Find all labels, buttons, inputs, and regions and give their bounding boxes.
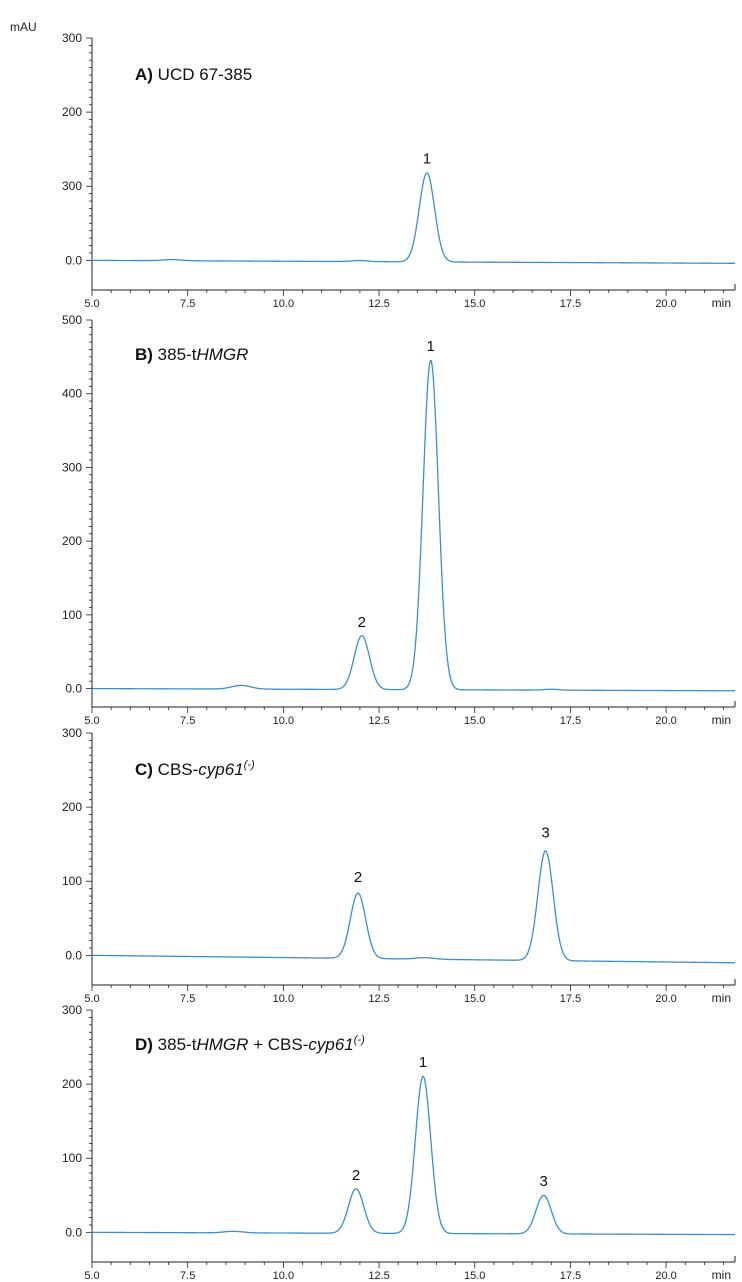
x-tick-label: 12.5 <box>368 298 389 310</box>
x-tick-label: 5.0 <box>84 1270 99 1282</box>
x-tick-label: 12.5 <box>368 1270 389 1282</box>
x-tick-label: 5.0 <box>84 993 99 1005</box>
x-tick-label: 17.5 <box>560 993 581 1005</box>
y-tick-label: 100 <box>62 874 82 888</box>
y-tick-label: 0.0 <box>65 1225 82 1239</box>
x-tick-label: 17.5 <box>560 715 581 727</box>
x-tick-label: 15.0 <box>464 993 485 1005</box>
panel-title: B) 385-tHMGR <box>135 345 248 364</box>
x-tick-label: 10.0 <box>273 715 294 727</box>
x-tick-label: 7.5 <box>180 298 195 310</box>
y-tick-label: 200 <box>62 1077 82 1091</box>
x-unit-label: min <box>712 1268 731 1282</box>
y-tick-label: 200 <box>62 534 82 548</box>
x-tick-label: 15.0 <box>464 715 485 727</box>
x-tick-label: 20.0 <box>655 1270 676 1282</box>
panel-a: 0.0 300 200 300 5.0 7.5 10.0 12.5 15.0 17.5 20.0 mi… <box>62 31 736 310</box>
chromatogram-trace <box>91 850 735 964</box>
peak-label: 3 <box>541 825 549 842</box>
x-tick-label: 7.5 <box>180 715 195 727</box>
x-unit-label: min <box>712 991 731 1005</box>
chromatogram-trace <box>91 1075 736 1236</box>
x-unit-label: min <box>712 713 731 727</box>
y-tick-label: 500 <box>62 313 82 327</box>
x-unit-label: min <box>712 296 731 310</box>
x-tick-label: 10.0 <box>273 1270 294 1282</box>
x-tick-label: 20.0 <box>655 715 676 727</box>
x-tick-label: 5.0 <box>84 715 99 727</box>
y-tick-label: 300 <box>62 1003 82 1017</box>
x-tick-label: 20.0 <box>655 298 676 310</box>
peak-label: 2 <box>354 869 362 886</box>
x-tick-label: 5.0 <box>84 298 99 310</box>
peak-label: 2 <box>352 1167 360 1184</box>
y-unit-label: mAU <box>10 20 37 34</box>
panel-title: A) UCD 67-385 <box>135 65 252 84</box>
peak-label: 1 <box>423 150 431 167</box>
y-tick-label: 400 <box>62 387 82 401</box>
panel-d: 0.0 100 200 300 5.0 7.5 10.0 12.5 15.0 17.5 20.0 mi… <box>62 1003 736 1282</box>
panel-title: D) 385-tHMGR + CBS-cyp61(-) <box>135 1034 365 1054</box>
panel-c: 0.0 100 200 300 5.0 7.5 10.0 12.5 15.0 17.5 20.0 mi… <box>62 726 736 1005</box>
peak-label: 1 <box>427 338 435 355</box>
panel-title: C) CBS-cyp61(-) <box>135 759 255 779</box>
y-tick-label: 300 <box>62 460 82 474</box>
peak-label: 1 <box>419 1054 427 1071</box>
x-tick-label: 10.0 <box>273 298 294 310</box>
peak-label: 3 <box>539 1173 547 1190</box>
x-tick-label: 7.5 <box>180 1270 195 1282</box>
x-tick-label: 12.5 <box>368 715 389 727</box>
y-tick-label: 0.0 <box>65 253 82 267</box>
panel-b: 0.0 100 200 300 400 500 5.0 7.5 10.0 12.5 15.0 17.5… <box>62 313 736 727</box>
y-tick-label: 300 <box>62 31 82 45</box>
y-tick-label: 100 <box>62 608 82 622</box>
x-tick-label: 15.0 <box>464 298 485 310</box>
x-tick-label: 17.5 <box>560 1270 581 1282</box>
x-tick-label: 10.0 <box>273 993 294 1005</box>
x-tick-label: 20.0 <box>655 993 676 1005</box>
x-tick-label: 15.0 <box>464 1270 485 1282</box>
y-tick-label: 300 <box>62 179 82 193</box>
chromatogram-trace <box>91 172 736 264</box>
peak-label: 2 <box>358 614 366 631</box>
y-tick-label: 100 <box>62 1151 82 1165</box>
y-tick-label: 0.0 <box>65 948 82 962</box>
x-tick-label: 7.5 <box>180 993 195 1005</box>
x-tick-label: 12.5 <box>368 993 389 1005</box>
y-tick-label: 200 <box>62 105 82 119</box>
y-tick-label: 300 <box>62 726 82 740</box>
x-tick-label: 17.5 <box>560 298 581 310</box>
chromatogram-trace <box>92 359 735 692</box>
y-tick-label: 200 <box>62 800 82 814</box>
y-tick-label: 0.0 <box>65 682 82 696</box>
